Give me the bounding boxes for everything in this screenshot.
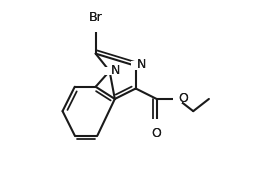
FancyBboxPatch shape [89,20,103,32]
Text: N: N [110,64,120,77]
Text: N: N [137,58,146,72]
Text: O: O [179,92,188,105]
FancyBboxPatch shape [131,61,140,70]
FancyBboxPatch shape [152,119,161,128]
FancyBboxPatch shape [105,67,114,75]
Text: Br: Br [89,11,103,24]
Text: N: N [137,58,146,72]
Text: O: O [152,127,162,140]
Text: O: O [152,127,162,140]
FancyBboxPatch shape [173,95,182,103]
Text: O: O [179,92,188,105]
Text: Br: Br [89,11,103,24]
Text: N: N [110,64,120,77]
